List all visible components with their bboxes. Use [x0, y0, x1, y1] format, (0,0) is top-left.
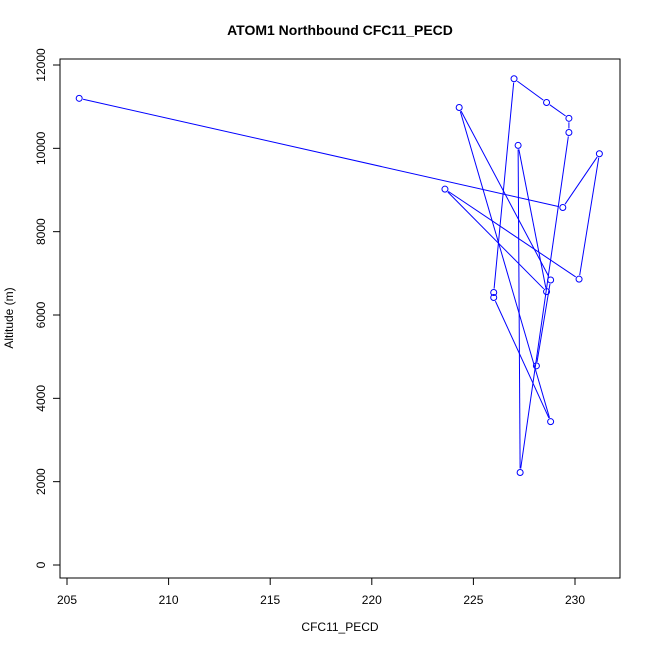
- x-axis-label: CFC11_PECD: [301, 620, 378, 634]
- plot-frame: [59, 58, 621, 579]
- y-tick-label: 8000: [34, 218, 48, 245]
- y-axis-label: Altitude (m): [2, 287, 16, 348]
- data-point: [532, 362, 540, 370]
- series-line-segment: [459, 111, 550, 418]
- data-point: [490, 294, 498, 301]
- x-tick-label: 215: [260, 593, 280, 607]
- series-line-segment: [447, 190, 577, 278]
- series-line-segment: [517, 149, 521, 469]
- series-layer: [75, 75, 603, 476]
- x-axis: 205 210 215 220 225 230: [57, 577, 585, 607]
- data-point: [510, 75, 518, 83]
- series-line-segment: [82, 98, 560, 208]
- data-point: [547, 418, 555, 426]
- data-point: [75, 94, 83, 102]
- data-point: [441, 185, 449, 193]
- series-line-segment: [520, 136, 569, 469]
- series-line-segment: [494, 300, 550, 419]
- series-line-segment: [579, 157, 600, 276]
- x-tick-label: 220: [362, 593, 382, 607]
- y-tick-label: 12000: [34, 48, 48, 82]
- data-point: [547, 276, 555, 284]
- series-line-segment: [493, 82, 515, 289]
- series-line-segment: [460, 110, 550, 277]
- data-point: [565, 129, 573, 136]
- data-point: [543, 288, 551, 296]
- series-line-segment: [518, 149, 547, 288]
- series-line-segment: [549, 104, 566, 117]
- data-point: [455, 104, 463, 111]
- data-point: [575, 275, 583, 283]
- series-line-segment: [447, 191, 545, 290]
- data-point: [595, 150, 603, 158]
- data-point: [565, 114, 573, 122]
- y-axis: 0 2000 4000 6000 8000 10000 12000: [34, 48, 61, 568]
- x-tick-label: 205: [57, 593, 77, 607]
- y-tick-label: 2000: [34, 468, 48, 495]
- data-point: [543, 99, 551, 106]
- x-tick-label: 210: [159, 593, 179, 607]
- series-line-segment: [536, 283, 551, 362]
- y-tick-label: 10000: [34, 131, 48, 165]
- y-tick-label: 4000: [34, 385, 48, 412]
- x-tick-label: 230: [565, 593, 585, 607]
- chart-title: ATOM1 Northbound CFC11_PECD: [227, 22, 453, 38]
- y-tick-label: 0: [34, 561, 48, 568]
- x-tick-label: 225: [463, 593, 483, 607]
- series-line-segment: [564, 156, 598, 205]
- data-point: [516, 469, 524, 476]
- data-point: [559, 204, 567, 211]
- series-line-segment: [516, 80, 544, 101]
- data-point: [490, 289, 498, 296]
- data-point: [514, 141, 522, 149]
- y-tick-label: 6000: [34, 301, 48, 328]
